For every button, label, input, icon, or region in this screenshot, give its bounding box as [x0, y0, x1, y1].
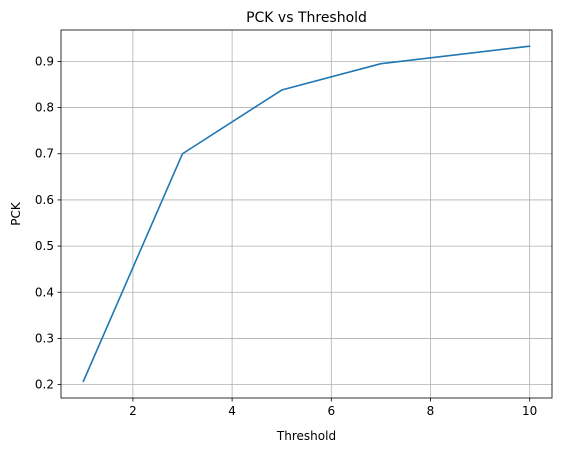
- y-tick-label: 0.5: [35, 239, 54, 253]
- grid-lines: [61, 30, 552, 398]
- y-tick-label: 0.7: [35, 147, 54, 161]
- axes-frame: [60, 29, 553, 399]
- plot-series: [82, 45, 531, 383]
- chart-title: PCK vs Threshold: [246, 10, 367, 26]
- y-tick-label: 0.6: [35, 193, 54, 207]
- x-tick-label: 10: [522, 404, 537, 418]
- x-tick-label: 8: [427, 404, 435, 418]
- y-axis-title: PCK: [9, 201, 23, 226]
- y-tick-label: 0.4: [35, 285, 54, 299]
- x-tick-label: 2: [129, 404, 137, 418]
- series-line: [82, 45, 531, 383]
- y-axis-ticks: 0.2 0.3 0.4 0.5 0.6 0.7 0.8 0.9: [35, 54, 61, 392]
- x-axis-title: Threshold: [276, 429, 336, 443]
- y-tick-label: 0.2: [35, 378, 54, 392]
- y-tick-label: 0.9: [35, 54, 54, 68]
- x-axis-ticks: 2 4 6 8 10: [129, 398, 537, 418]
- y-tick-label: 0.8: [35, 101, 54, 115]
- x-tick-label: 6: [327, 404, 335, 418]
- x-tick-label: 4: [228, 404, 236, 418]
- y-tick-label: 0.3: [35, 331, 54, 345]
